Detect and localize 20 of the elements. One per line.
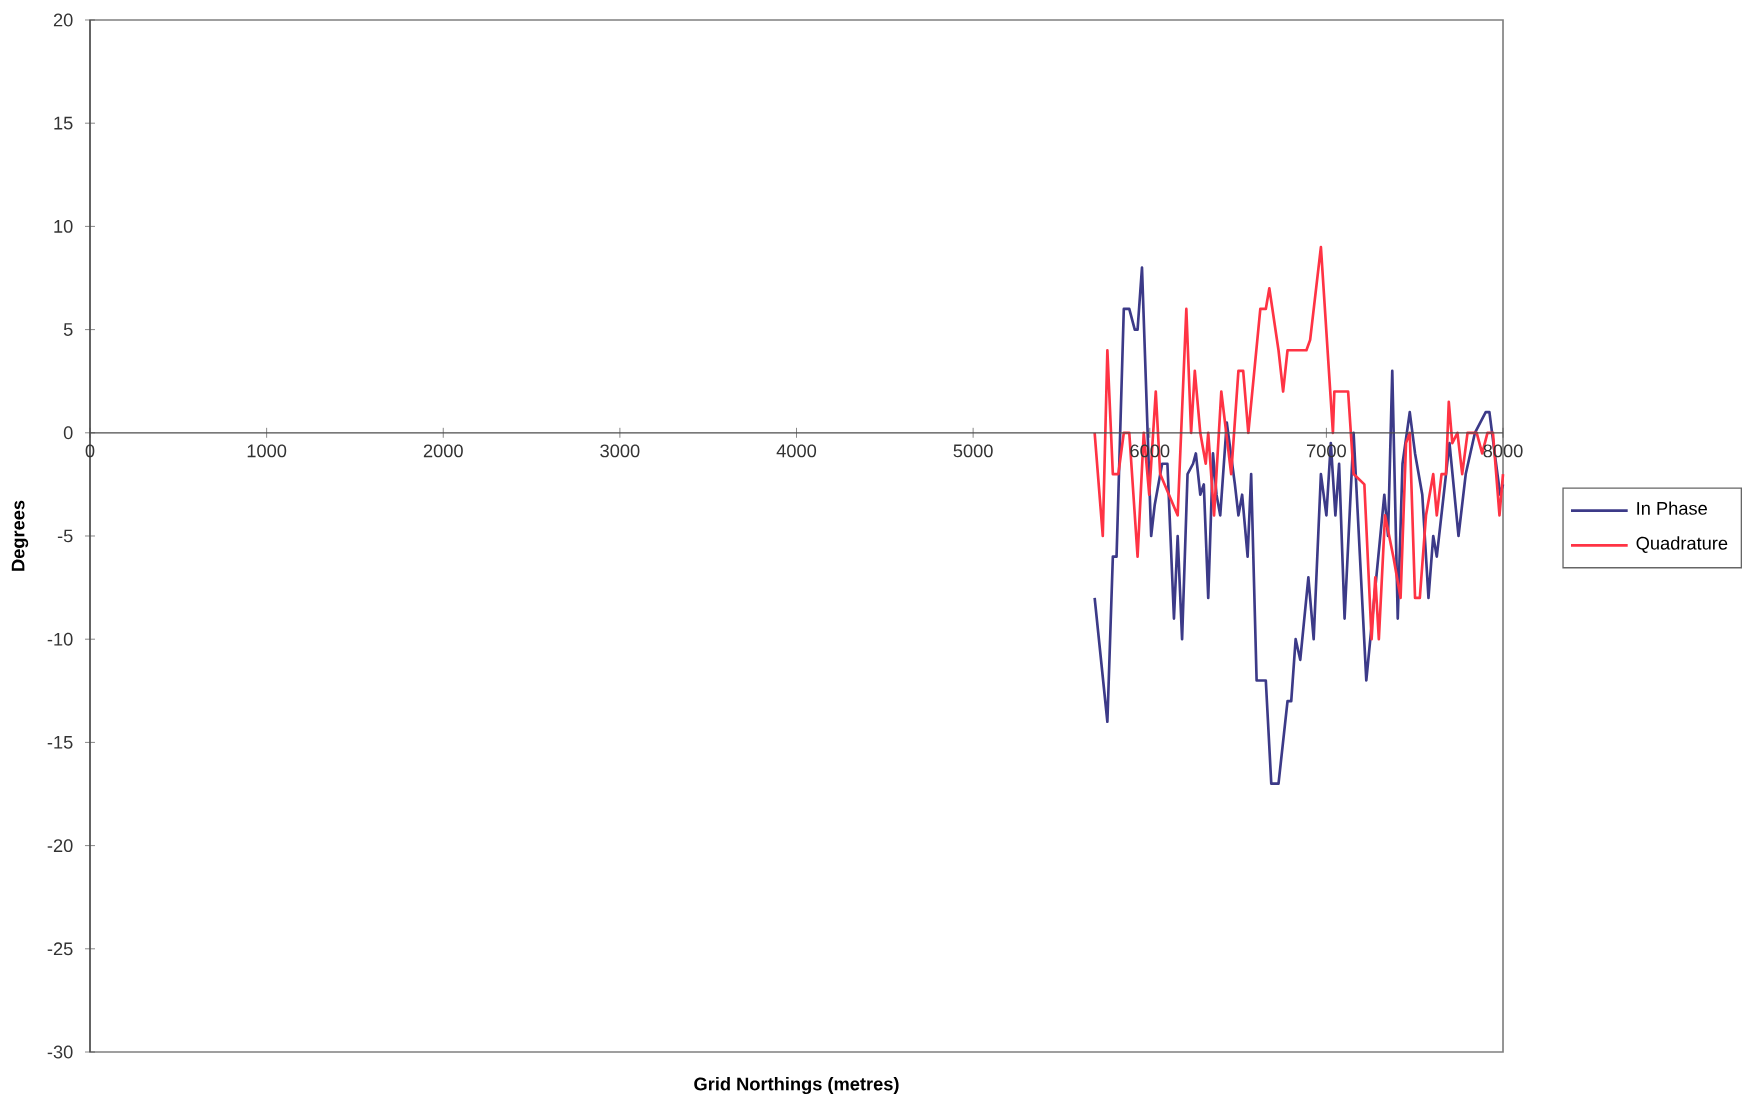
y-tick-label: -15 [47, 736, 73, 749]
y-tick-label: 10 [54, 219, 73, 233]
y-tick-label: 15 [54, 116, 73, 130]
y-tick-label: 0 [63, 426, 73, 440]
y-tick-label: -30 [47, 1045, 73, 1059]
y-tick-label: 5 [63, 323, 73, 336]
legend-label: In Phase [1637, 501, 1707, 515]
x-axis-title: Grid Northings (metres) [694, 1077, 899, 1095]
legend-label: Quadrature [1636, 536, 1728, 553]
x-tick-label: 4000 [776, 444, 817, 458]
x-tick-label: 3000 [600, 444, 640, 458]
y-tick-label: -20 [47, 839, 73, 853]
y-axis-title: Degrees [11, 500, 29, 571]
x-tick-label: 1000 [247, 444, 287, 458]
y-tick-label: -10 [47, 632, 73, 646]
x-tick-label: 5000 [953, 444, 993, 458]
y-tick-label: 20 [53, 13, 73, 27]
y-tick-label: -25 [47, 942, 73, 956]
x-tick-label: 2000 [423, 444, 463, 458]
y-tick-label: -5 [57, 529, 73, 543]
